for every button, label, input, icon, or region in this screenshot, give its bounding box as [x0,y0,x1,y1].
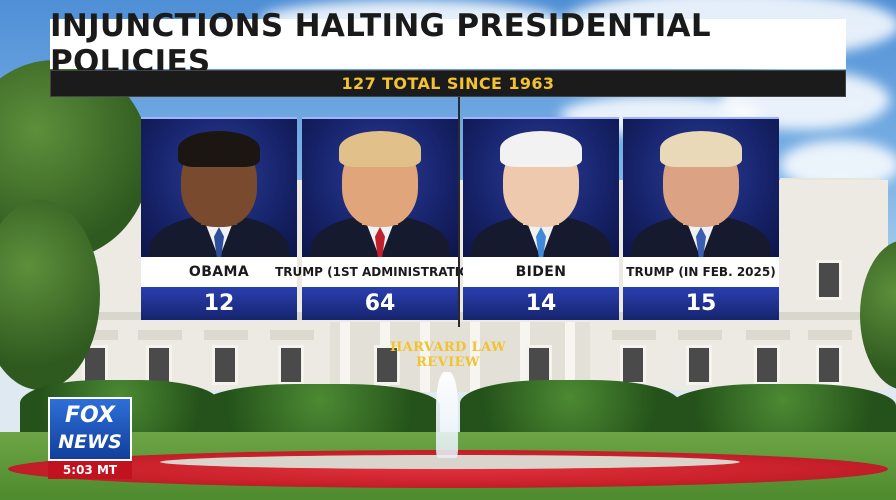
value-box: 15 [623,287,779,320]
president-card-trump-2025: TRUMP (IN FEB. 2025) 15 [623,117,779,320]
hair [178,131,260,167]
window [526,345,552,385]
president-name: BIDEN [515,264,567,280]
logo-text-fox: FOX [65,403,115,428]
column [520,322,530,392]
graphic-subtitle: 127 TOTAL SINCE 1963 [341,74,555,93]
portrait-trump-first [302,117,458,257]
president-name: TRUMP (IN FEB. 2025) [626,265,776,279]
window [686,345,712,385]
value-box: 12 [141,287,297,320]
name-label-box: BIDEN [463,257,619,287]
name-label-box: TRUMP (1ST ADMINISTRATION) [275,257,485,287]
pediment [746,330,790,340]
name-label-box: OBAMA [141,257,297,287]
president-card-trump-first: TRUMP (1ST ADMINISTRATION) 64 [275,117,485,320]
window [754,345,780,385]
window [620,345,646,385]
president-name: OBAMA [188,264,250,280]
source-credit: HARVARD LAW REVIEW [389,340,507,370]
pediment [138,330,182,340]
title-bar: INJUNCTIONS HALTING PRESIDENTIAL POLICIE… [50,8,846,80]
window [212,345,238,385]
pediment [270,330,314,340]
injunction-count: 14 [525,291,557,316]
tree [0,200,100,390]
window [146,345,172,385]
portrait-obama [141,117,297,257]
pediment [74,330,118,340]
hair [339,131,421,167]
president-card-obama: OBAMA 12 [141,117,297,320]
graphic-title: INJUNCTIONS HALTING PRESIDENTIAL POLICIE… [50,8,711,80]
fountain-basin [160,455,740,469]
president-name: TRUMP (1ST ADMINISTRATION) [275,265,485,279]
clock-time: 5:03 MT [48,461,132,479]
hedge [670,384,896,438]
subtitle-bar: 127 TOTAL SINCE 1963 [50,70,846,97]
injunction-count: 15 [685,291,717,316]
fountain [436,372,458,458]
hedge [460,380,680,438]
logo-text-news: NEWS [58,431,122,453]
column [470,322,480,392]
center-divider [458,97,460,327]
column [565,322,575,392]
pediment [204,330,248,340]
portrait-trump-2025 [623,117,779,257]
window [278,345,304,385]
tie [375,227,385,257]
value-box: 64 [302,287,458,320]
window [816,260,842,300]
pediment [612,330,656,340]
hair [500,131,582,167]
column [420,322,430,392]
injunction-count: 12 [203,291,235,316]
hair [660,131,742,167]
pediment [808,330,852,340]
window [816,345,842,385]
tie [536,227,546,257]
name-label-box: TRUMP (IN FEB. 2025) [623,257,779,287]
hedge [200,384,440,438]
column [340,322,350,392]
pediment [678,330,722,340]
fox-news-bug: FOX NEWS 5:03 MT [48,397,132,479]
window [374,345,400,385]
portrait-biden [463,117,619,257]
fox-news-logo: FOX NEWS [48,397,132,461]
tie [696,227,706,257]
president-card-biden: BIDEN 14 [463,117,619,320]
injunction-count: 64 [364,291,396,316]
value-box: 14 [463,287,619,320]
tie [214,227,224,257]
